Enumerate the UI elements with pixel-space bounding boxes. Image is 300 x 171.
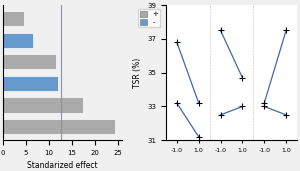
Bar [3, 33, 33, 48]
Y-axis label: TSR (%): TSR (%) [133, 58, 142, 88]
Legend: +, -: +, - [138, 9, 161, 27]
Bar [3, 97, 83, 113]
Bar [3, 11, 24, 26]
Bar [3, 119, 115, 134]
Bar [3, 54, 56, 69]
X-axis label: Standarized effect: Standarized effect [27, 161, 98, 170]
Bar [3, 76, 58, 91]
